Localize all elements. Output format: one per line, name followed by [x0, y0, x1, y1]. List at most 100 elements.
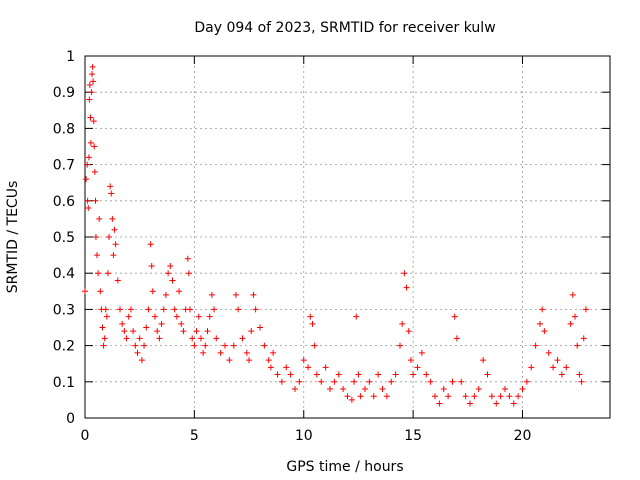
data-point [475, 386, 482, 393]
data-point [309, 320, 316, 327]
data-point [99, 324, 106, 331]
data-point [148, 262, 155, 269]
data-point [204, 328, 211, 335]
data-point [101, 335, 108, 342]
data-point [232, 291, 239, 298]
data-point [208, 291, 215, 298]
data-point [92, 197, 99, 204]
data-point [484, 371, 491, 378]
data-point [158, 320, 165, 327]
data-point [267, 364, 274, 371]
data-point [410, 371, 417, 378]
data-point [104, 270, 111, 277]
data-point [152, 313, 158, 320]
data-point [100, 342, 107, 349]
data-point [399, 320, 406, 327]
data-point [193, 328, 200, 335]
data-point [554, 357, 561, 364]
y-tick-label: 1 [66, 49, 75, 65]
y-tick-label: 0.8 [53, 121, 75, 137]
y-axis-label: SRMTID / TECUs [5, 181, 21, 294]
data-point [331, 378, 338, 385]
data-point [90, 78, 97, 85]
data-point [578, 378, 585, 385]
data-point [576, 371, 583, 378]
data-point [510, 400, 517, 407]
data-point [370, 393, 377, 400]
data-point [515, 393, 522, 400]
data-point [348, 396, 355, 403]
data-point [580, 335, 587, 342]
data-point [397, 342, 403, 349]
data-point [440, 386, 447, 393]
x-tick-label: 10 [295, 428, 313, 444]
data-point [156, 335, 163, 342]
x-axis-label: GPS time / hours [286, 459, 403, 475]
data-points [82, 63, 589, 407]
data-point [239, 335, 246, 342]
data-point [97, 288, 104, 295]
y-tick-label: 0.7 [53, 158, 75, 174]
data-point [375, 371, 382, 378]
data-point [292, 386, 298, 393]
data-point [563, 364, 570, 371]
data-point [185, 270, 192, 277]
data-point [202, 342, 209, 349]
data-point [235, 306, 242, 313]
data-point [287, 371, 294, 378]
data-point [211, 306, 218, 313]
data-point [283, 364, 290, 371]
x-tick-label: 15 [404, 428, 422, 444]
data-point [154, 328, 161, 335]
data-point [191, 342, 198, 349]
data-point [92, 234, 99, 240]
data-point [127, 306, 134, 313]
data-point [91, 143, 98, 150]
y-tick-label: 0.1 [53, 375, 75, 391]
data-point [335, 371, 342, 378]
data-point [453, 335, 460, 342]
data-point [423, 371, 430, 378]
data-point [141, 342, 148, 349]
data-point [187, 306, 193, 313]
data-point [85, 205, 92, 212]
x-tick-label: 0 [81, 428, 90, 444]
data-point [130, 328, 137, 335]
data-point [86, 96, 93, 103]
data-point [84, 197, 91, 204]
data-point [85, 154, 92, 161]
data-point [318, 378, 325, 385]
data-point [132, 342, 139, 349]
data-point [392, 371, 399, 378]
data-point [451, 313, 458, 320]
data-point [107, 183, 114, 190]
data-point [123, 335, 130, 342]
data-point [327, 386, 333, 393]
data-point [206, 313, 213, 320]
data-point [418, 349, 425, 356]
data-point [388, 378, 395, 385]
data-point [109, 215, 116, 222]
data-point [112, 241, 119, 248]
data-point [407, 357, 414, 364]
data-point [467, 400, 473, 407]
data-point [537, 320, 543, 327]
data-point [173, 313, 180, 320]
data-point [582, 306, 589, 313]
data-point [90, 118, 97, 125]
data-point [462, 393, 469, 400]
data-point [497, 393, 504, 400]
y-tick-label: 0.4 [53, 266, 75, 282]
data-point [248, 328, 255, 335]
data-point [94, 252, 101, 259]
data-point [89, 63, 96, 70]
data-point [414, 364, 421, 371]
data-point [91, 168, 98, 175]
data-point [322, 364, 329, 371]
data-point [493, 400, 500, 407]
y-tick-label: 0.5 [53, 230, 75, 246]
data-point [445, 393, 452, 400]
y-tick-label: 0.3 [53, 302, 75, 318]
data-point [114, 277, 121, 284]
data-point [82, 288, 88, 295]
